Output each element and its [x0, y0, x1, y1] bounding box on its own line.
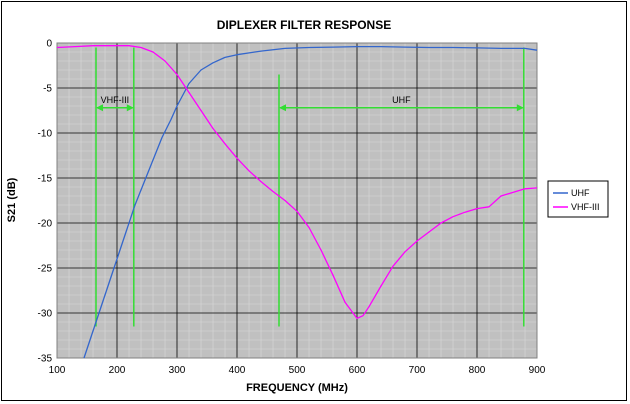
legend-items: UHF VHF-III [553, 188, 600, 212]
y-tick-labels: 0 -5 -10 -15 -20 -25 -30 -35 [38, 39, 53, 365]
legend: UHF VHF-III [547, 180, 609, 218]
y-tick-label: -35 [38, 354, 53, 365]
band-markers: VHF-III UHF [95, 47, 525, 327]
arrowhead-left [279, 104, 286, 112]
arrowhead-right [516, 104, 524, 112]
x-tick-label: 900 [529, 365, 546, 376]
band-annotation-label: UHF [392, 95, 411, 105]
x-tick-label: 200 [109, 365, 126, 376]
x-tick-label: 800 [469, 365, 486, 376]
x-tick-label: 400 [229, 365, 246, 376]
y-tick-label: -10 [38, 129, 53, 140]
arrowhead-right [126, 104, 134, 112]
x-tick-label: 100 [49, 365, 66, 376]
legend-label: VHF-III [571, 202, 600, 212]
x-axis-title: FREQUENCY (MHz) [246, 382, 348, 394]
y-tick-label: -30 [38, 309, 53, 320]
y-tick-label: -15 [38, 174, 53, 185]
band-annotation-label: VHF-III [101, 95, 130, 105]
series-line-uhf [83, 45, 538, 359]
chart-title: DIPLEXER FILTER RESPONSE [217, 18, 391, 32]
grid-lines [56, 42, 538, 359]
x-tick-label: 600 [349, 365, 366, 376]
legend-label: UHF [571, 188, 590, 198]
series-lines [56, 45, 538, 359]
y-axis-title: S21 (dB) [6, 177, 18, 222]
series-line-vhf-iii [56, 45, 538, 320]
x-tick-label: 700 [409, 365, 426, 376]
legend-box [547, 180, 609, 218]
y-tick-label: 0 [46, 39, 52, 50]
x-tick-labels: 100 200 300 400 500 600 700 800 900 [49, 365, 546, 376]
x-tick-label: 500 [289, 365, 306, 376]
x-tick-label: 300 [169, 365, 186, 376]
plot-border [56, 42, 538, 359]
y-tick-label: -20 [38, 219, 53, 230]
y-tick-label: -5 [43, 84, 52, 95]
y-tick-label: -25 [38, 264, 53, 275]
arrowhead-left [96, 104, 103, 112]
